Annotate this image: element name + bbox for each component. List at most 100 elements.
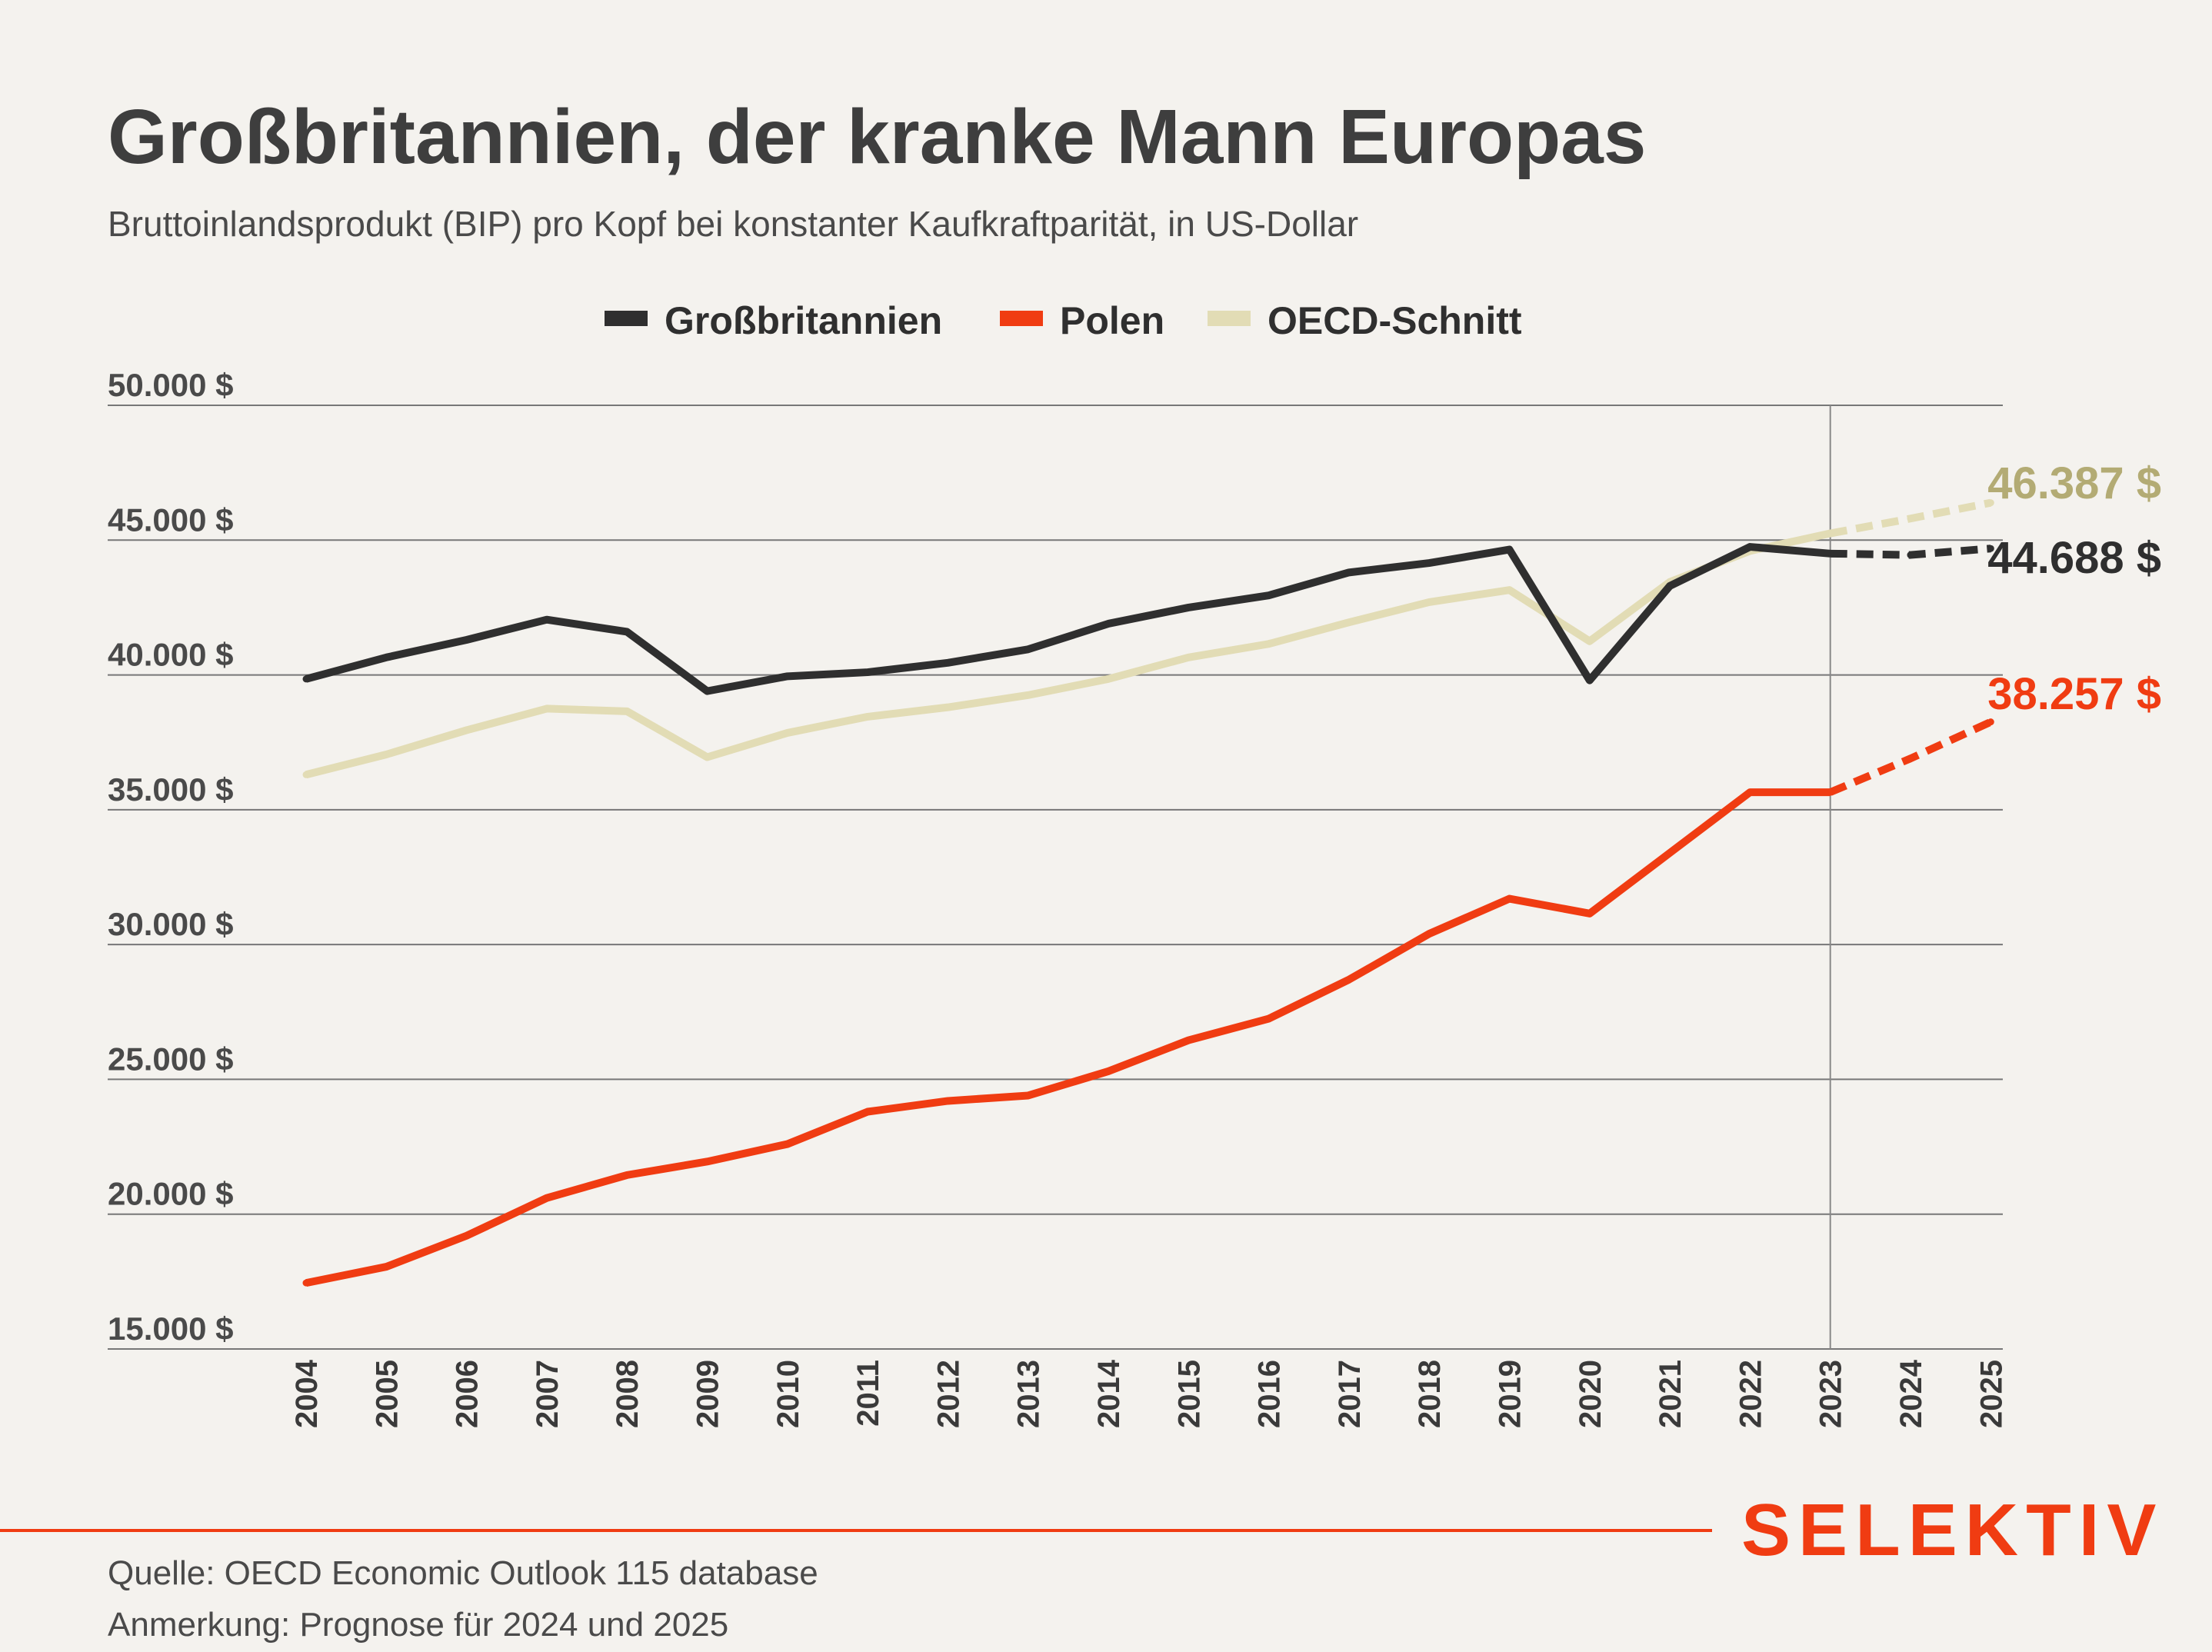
data-point-oecd xyxy=(463,726,471,734)
y-tick-label: 20.000 $ xyxy=(108,1176,234,1212)
data-point-poland xyxy=(1827,788,1834,796)
data-point-poland xyxy=(1425,930,1433,938)
chart-subtitle: Bruttoinlandsprodukt (BIP) pro Kopf bei … xyxy=(108,204,1358,244)
data-point-poland xyxy=(1506,895,1513,903)
data-point-uk xyxy=(1746,543,1754,551)
x-tick-label: 2024 xyxy=(1894,1359,1928,1428)
x-tick-label: 2015 xyxy=(1172,1360,1206,1428)
x-tick-label: 2020 xyxy=(1574,1360,1607,1428)
end-label-poland: 38.257 $ xyxy=(1987,669,2161,719)
data-point-uk xyxy=(1586,677,1594,684)
data-point-uk xyxy=(784,672,791,680)
data-point-uk xyxy=(543,616,551,624)
data-point-oecd xyxy=(864,713,871,721)
x-axis-ticks: 2004 2005 2006 2007 2008 2009 2010 2011 2012 2013… xyxy=(290,1359,2008,1428)
data-point-oecd xyxy=(1425,598,1433,606)
data-point-uk xyxy=(1345,568,1353,576)
y-tick-label: 25.000 $ xyxy=(108,1041,234,1077)
data-point-oecd xyxy=(704,753,711,761)
data-point-poland xyxy=(623,1171,631,1179)
data-point-poland xyxy=(944,1097,951,1104)
brand-logo: SELEKTIV xyxy=(1741,1489,2164,1571)
y-tick-label: 15.000 $ xyxy=(108,1311,234,1347)
data-point-uk xyxy=(382,654,390,661)
data-point-oecd xyxy=(1907,515,1914,522)
data-point-oecd xyxy=(1265,640,1273,648)
y-tick-label: 50.000 $ xyxy=(108,367,234,403)
source-text: Quelle: OECD Economic Outlook 115 databa… xyxy=(108,1554,818,1592)
data-point-poland xyxy=(1265,1015,1273,1023)
gridlines xyxy=(108,405,2003,1350)
data-point-poland xyxy=(1184,1037,1192,1044)
data-point-poland xyxy=(1104,1067,1112,1075)
legend-label-oecd: OECD-Schnitt xyxy=(1268,299,1522,342)
y-tick-label: 30.000 $ xyxy=(108,906,234,942)
chart-title: Großbritannien, der kranke Mann Europas xyxy=(108,94,1646,180)
data-point-poland xyxy=(543,1194,551,1202)
data-point-poland xyxy=(1586,910,1594,918)
x-tick-label: 2014 xyxy=(1092,1359,1126,1428)
x-tick-label: 2023 xyxy=(1814,1360,1848,1428)
data-point-oecd xyxy=(543,704,551,712)
data-point-oecd xyxy=(623,708,631,715)
data-point-uk xyxy=(1184,604,1192,611)
data-point-uk xyxy=(944,659,951,667)
x-tick-label: 2013 xyxy=(1012,1360,1046,1428)
data-point-poland xyxy=(864,1107,871,1115)
data-point-oecd xyxy=(1024,691,1032,699)
data-point-poland xyxy=(463,1232,471,1240)
data-point-uk xyxy=(1104,620,1112,628)
x-tick-label: 2004 xyxy=(290,1359,324,1428)
data-point-poland xyxy=(1024,1091,1032,1099)
data-point-poland xyxy=(704,1157,711,1165)
series-line-uk xyxy=(305,543,1831,695)
x-tick-label: 2010 xyxy=(771,1360,805,1428)
data-point-uk xyxy=(864,668,871,676)
x-tick-label: 2019 xyxy=(1494,1360,1527,1428)
x-tick-label: 2017 xyxy=(1333,1360,1367,1428)
data-point-oecd xyxy=(1345,618,1353,626)
legend: Großbritannien Polen OECD-Schnitt xyxy=(605,299,1522,342)
data-point-uk xyxy=(704,688,711,695)
data-point-oecd xyxy=(1104,675,1112,683)
data-point-uk xyxy=(1265,591,1273,599)
x-tick-label: 2022 xyxy=(1734,1360,1767,1428)
data-point-oecd xyxy=(944,704,951,711)
data-point-poland xyxy=(302,1279,310,1287)
data-point-poland xyxy=(784,1141,791,1148)
legend-swatch-uk xyxy=(605,311,648,326)
legend-swatch-poland xyxy=(1000,311,1043,326)
data-point-oecd xyxy=(1827,530,1834,538)
data-point-poland xyxy=(1746,788,1754,796)
x-tick-label: 2021 xyxy=(1654,1360,1687,1428)
x-tick-label: 2005 xyxy=(370,1360,404,1428)
legend-swatch-oecd xyxy=(1208,311,1251,326)
series-line-poland xyxy=(305,788,1831,1287)
x-tick-label: 2018 xyxy=(1413,1360,1447,1428)
data-point-oecd xyxy=(382,751,390,758)
y-tick-label: 35.000 $ xyxy=(108,771,234,808)
data-point-oecd xyxy=(1586,638,1594,645)
data-point-uk xyxy=(1907,551,1914,559)
x-tick-label: 2006 xyxy=(451,1360,485,1428)
series-line-oecd xyxy=(305,529,1831,779)
data-point-oecd xyxy=(1184,654,1192,661)
data-point-poland xyxy=(1666,849,1674,857)
x-tick-label: 2008 xyxy=(611,1360,645,1428)
data-point-uk xyxy=(302,675,310,683)
legend-label-uk: Großbritannien xyxy=(665,299,942,342)
data-point-poland xyxy=(1907,754,1914,762)
y-axis-ticks: 50.000 $ 45.000 $ 40.000 $ 35.000 $ 30.000 $… xyxy=(108,367,234,1347)
data-point-poland xyxy=(1987,718,1994,726)
legend-label-poland: Polen xyxy=(1060,299,1164,342)
x-tick-label: 2025 xyxy=(1974,1360,2008,1428)
data-point-oecd xyxy=(784,729,791,737)
data-point-uk xyxy=(623,628,631,635)
y-tick-label: 45.000 $ xyxy=(108,501,234,538)
data-point-uk xyxy=(463,636,471,644)
data-point-oecd xyxy=(1987,499,1994,507)
data-point-poland xyxy=(1345,976,1353,984)
end-label-oecd: 46.387 $ xyxy=(1987,458,2161,508)
x-tick-label: 2012 xyxy=(931,1360,965,1428)
data-point-uk xyxy=(1024,645,1032,653)
